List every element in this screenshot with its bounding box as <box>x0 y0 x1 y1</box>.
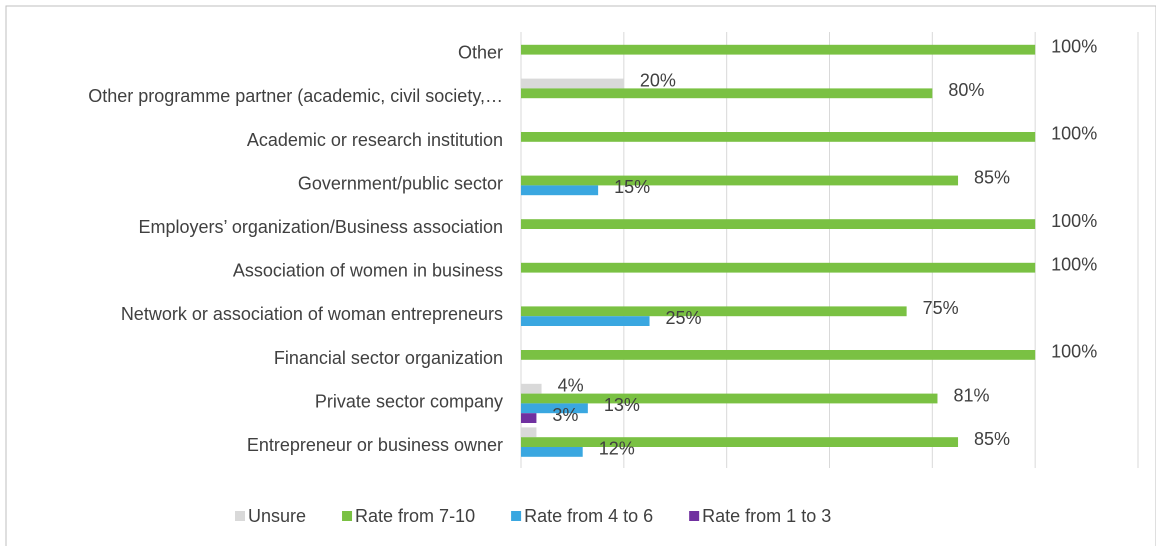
value-label: 3% <box>552 405 578 425</box>
bar <box>521 262 1036 273</box>
bar <box>521 350 1036 360</box>
category-label: Association of women in business <box>233 261 503 281</box>
bar <box>521 306 907 317</box>
value-label: 13% <box>604 395 640 415</box>
value-label: 12% <box>599 439 635 459</box>
category-label: Government/public sector <box>298 173 503 193</box>
bar <box>521 185 599 196</box>
category-label: Other <box>458 43 503 63</box>
bar <box>521 437 959 447</box>
value-label: 100% <box>1051 36 1097 56</box>
bar <box>521 413 537 423</box>
category-label: Private sector company <box>315 391 503 411</box>
bar <box>521 427 537 438</box>
value-label: 25% <box>666 308 702 328</box>
value-label: 75% <box>923 298 959 318</box>
bar <box>521 132 1036 142</box>
bar <box>521 219 1036 229</box>
value-label: 20% <box>640 70 676 90</box>
value-label: 85% <box>974 167 1010 187</box>
bar <box>521 316 650 326</box>
category-label: Network or association of woman entrepre… <box>121 304 503 324</box>
category-label: Academic or research institution <box>247 130 503 150</box>
legend-swatch <box>235 511 245 521</box>
bar <box>521 393 938 404</box>
bar <box>521 44 1036 55</box>
legend-label: Rate from 1 to 3 <box>702 506 831 526</box>
value-label: 100% <box>1051 254 1097 274</box>
value-label: 81% <box>953 385 989 405</box>
bar <box>521 88 933 99</box>
legend-swatch <box>511 511 522 521</box>
legend-label: Rate from 7-10 <box>355 506 475 526</box>
category-label: Financial sector organization <box>274 348 503 368</box>
value-label: 85% <box>974 429 1010 449</box>
value-label: 100% <box>1051 342 1097 362</box>
bar <box>521 383 542 394</box>
value-label: 4% <box>558 375 584 395</box>
bar <box>521 447 583 457</box>
value-label: 100% <box>1051 211 1097 231</box>
category-label: Employers’ organization/Business associa… <box>138 217 503 237</box>
category-label: Entrepreneur or business owner <box>247 435 503 455</box>
legend-swatch <box>342 511 353 521</box>
category-label: Other programme partner (academic, civil… <box>88 86 503 106</box>
legend-swatch <box>689 511 700 521</box>
value-label: 80% <box>948 80 984 100</box>
value-label: 15% <box>614 177 650 197</box>
bar <box>521 78 624 89</box>
chart-frame <box>5 5 1156 546</box>
value-label: 100% <box>1051 124 1097 144</box>
bar <box>521 175 959 186</box>
legend-label: Unsure <box>248 506 306 526</box>
legend-label: Rate from 4 to 6 <box>524 506 653 526</box>
bar <box>521 403 588 414</box>
